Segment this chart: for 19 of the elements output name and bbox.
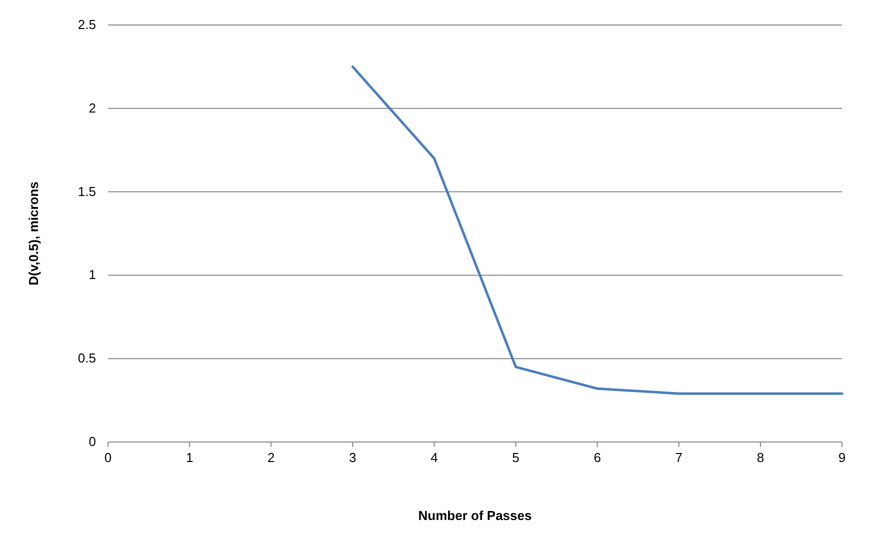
x-tick-label: 6 <box>594 450 601 465</box>
x-tick-label: 9 <box>838 450 846 465</box>
x-tick-label: 3 <box>349 450 356 465</box>
x-tick-label: 8 <box>756 450 764 465</box>
y-tick-label: 1 <box>88 267 96 282</box>
y-axis-title: D(v,0.5), microns <box>26 182 41 286</box>
x-tick-label: 5 <box>512 450 520 465</box>
y-tick-label: 2 <box>88 100 96 116</box>
x-tick-label: 4 <box>430 450 438 465</box>
x-tick-label: 1 <box>186 450 194 465</box>
x-tick-label: 0 <box>104 450 112 465</box>
line-series <box>351 65 844 395</box>
x-tick-label: 2 <box>267 450 275 465</box>
x-axis-title: Number of Passes <box>418 508 532 523</box>
y-tick-label: 0.5 <box>78 350 96 366</box>
x-tick-label: 7 <box>675 450 683 465</box>
y-tick-label: 2.5 <box>78 17 96 32</box>
y-tick-label: 1.5 <box>78 184 96 199</box>
y-tick-label: 0 <box>88 434 96 449</box>
